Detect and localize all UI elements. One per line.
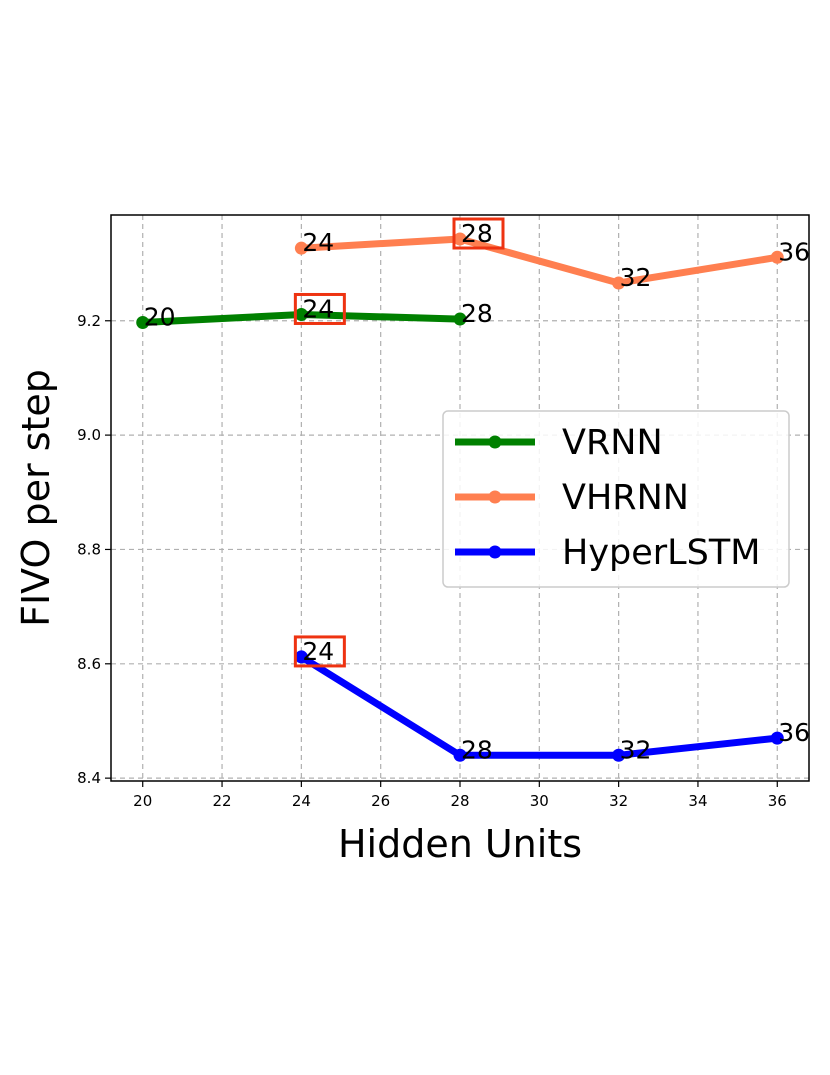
- x-axis-title: Hidden Units: [338, 822, 582, 866]
- point-label-vhrnn: 28: [461, 219, 493, 248]
- legend-label-vrnn: VRNN: [562, 423, 663, 463]
- y-tick-label: 8.4: [77, 769, 101, 787]
- data-point-vhrnn: [612, 276, 626, 290]
- data-point-hyperlstm: [294, 650, 308, 664]
- legend-marker-vrnn: [488, 435, 502, 449]
- point-label-hyperlstm: 28: [461, 735, 493, 764]
- x-tick-label: 36: [768, 792, 787, 810]
- data-point-hyperlstm: [770, 731, 784, 745]
- highlight-box-vrnn: [293, 292, 346, 325]
- point-label-hyperlstm: 36: [778, 718, 810, 747]
- data-point-hyperlstm: [453, 748, 467, 762]
- y-tick-label: 8.6: [77, 655, 101, 673]
- y-axis-title: FIVO per step: [14, 369, 58, 627]
- x-tick-label: 30: [530, 792, 549, 810]
- point-label-hyperlstm: 32: [620, 735, 652, 764]
- data-point-hyperlstm: [612, 748, 626, 762]
- legend-marker-hyperlstm: [488, 545, 502, 559]
- highlight-box-vhrnn: [452, 217, 505, 250]
- axis-ticks: 20 22 24 26 28 30 32 34 36 8.4 8.6 8.8 9.0 9.2: [77, 312, 787, 810]
- legend: VRNN VHRNN HyperLSTM: [442, 410, 790, 588]
- series-line-vhrnn: [301, 235, 778, 287]
- legend-box: [442, 410, 790, 588]
- x-tick-label: 24: [292, 792, 311, 810]
- x-tick-label: 26: [371, 792, 390, 810]
- data-point-vhrnn: [294, 241, 308, 255]
- x-tick-label: 28: [450, 792, 469, 810]
- point-label-vrnn: 28: [461, 299, 493, 328]
- series-line-hyperlstm: [299, 653, 778, 759]
- x-tick-label: 34: [688, 792, 707, 810]
- legend-label-vhrnn: VHRNN: [562, 478, 689, 518]
- y-tick-label: 9.2: [77, 312, 101, 330]
- data-point-vrnn: [453, 312, 467, 326]
- point-label-hyperlstm: 24: [302, 637, 334, 666]
- y-tick-label: 9.0: [77, 426, 101, 444]
- y-tick-label: 8.8: [77, 540, 101, 558]
- point-label-vhrnn: 36: [778, 237, 810, 266]
- point-label-vhrnn: 32: [620, 263, 652, 292]
- point-label-vhrnn: 24: [302, 228, 334, 257]
- point-label-vrnn: 20: [144, 302, 176, 331]
- data-point-vhrnn: [453, 232, 467, 246]
- x-tick-label: 20: [133, 792, 152, 810]
- x-tick-label: 22: [212, 792, 231, 810]
- data-point-vhrnn: [770, 250, 784, 264]
- point-label-vrnn: 24: [302, 294, 334, 323]
- legend-label-hyperlstm: HyperLSTM: [562, 533, 760, 573]
- data-point-vrnn: [136, 315, 150, 329]
- x-tick-label: 32: [609, 792, 628, 810]
- highlight-box-hyperlstm: [293, 635, 346, 668]
- legend-marker-vhrnn: [488, 490, 502, 504]
- point-labels: 20 24 28 24 28 32 36 24 28 32 36: [144, 217, 810, 764]
- data-point-vrnn: [294, 307, 308, 321]
- series-group: [136, 232, 784, 762]
